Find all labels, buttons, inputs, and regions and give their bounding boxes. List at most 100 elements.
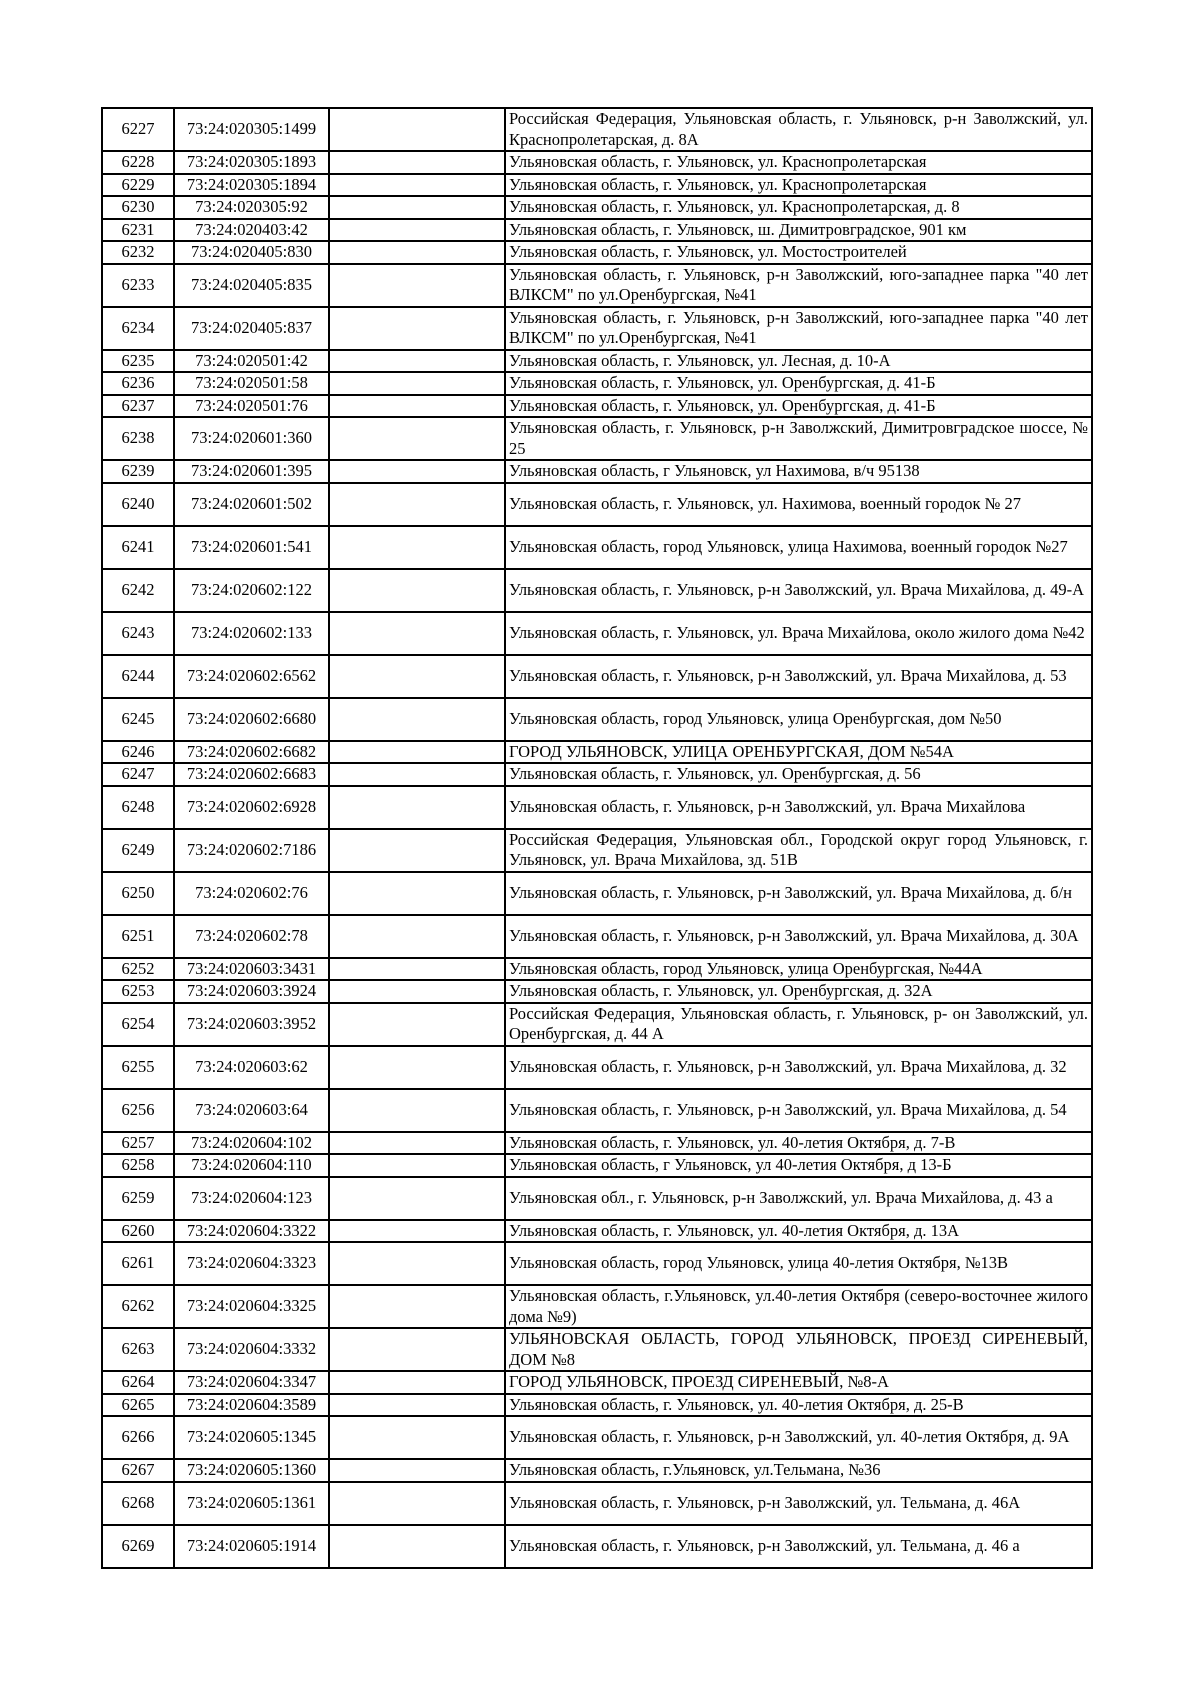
row-number-cell: 6230 <box>101 195 175 220</box>
row-number-cell: 6227 <box>101 107 175 152</box>
address-cell: Ульяновская область, г. Ульяновск, р-н З… <box>504 870 1093 916</box>
row-number-cell: 6237 <box>101 393 175 418</box>
table-row: 6269 73:24:020605:1914 Ульяновская область… <box>101 1523 1093 1569</box>
empty-cell <box>328 739 506 764</box>
row-number-cell: 6249 <box>101 827 175 873</box>
cadastral-number-cell: 73:24:020602:7186 <box>173 827 330 873</box>
address-cell: УЛЬЯНОВСКАЯ ОБЛАСТЬ, ГОРОД УЛЬЯНОВСК, ПР… <box>504 1327 1093 1372</box>
address-cell: Ульяновская область, г. Ульяновск, р-н З… <box>504 1044 1093 1090</box>
row-number-cell: 6250 <box>101 870 175 916</box>
address-cell: Ульяновская область, г. Ульяновск, р-н З… <box>504 1523 1093 1569</box>
row-number-cell: 6252 <box>101 956 175 981</box>
cadastral-number-cell: 73:24:020604:3322 <box>173 1218 330 1243</box>
address-cell: Ульяновская область, г. Ульяновск, ул. Л… <box>504 348 1093 373</box>
empty-cell <box>328 696 506 742</box>
cadastral-number-cell: 73:24:020605:1914 <box>173 1523 330 1569</box>
table-row: 6244 73:24:020602:6562 Ульяновская область… <box>101 653 1093 699</box>
row-number-cell: 6231 <box>101 217 175 242</box>
table-row: 6251 73:24:020602:78 Ульяновская область, … <box>101 913 1093 959</box>
empty-cell <box>328 1087 506 1133</box>
row-number-cell: 6269 <box>101 1523 175 1569</box>
empty-cell <box>328 1284 506 1329</box>
table-row: 6243 73:24:020602:133 Ульяновская область,… <box>101 610 1093 656</box>
table-row: 6258 73:24:020604:110 Ульяновская область,… <box>101 1153 1093 1178</box>
empty-cell <box>328 262 506 308</box>
empty-cell <box>328 567 506 613</box>
table-row: 6264 73:24:020604:3347 ГОРОД УЛЬЯНОВСК, ПР… <box>101 1370 1093 1395</box>
address-cell: Ульяновская область, г. Ульяновск, ул. О… <box>504 393 1093 418</box>
empty-cell <box>328 1523 506 1569</box>
row-number-cell: 6255 <box>101 1044 175 1090</box>
row-number-cell: 6256 <box>101 1087 175 1133</box>
row-number-cell: 6243 <box>101 610 175 656</box>
table-row: 6235 73:24:020501:42 Ульяновская область, … <box>101 348 1093 373</box>
empty-cell <box>328 653 506 699</box>
row-number-cell: 6246 <box>101 739 175 764</box>
cadastral-number-cell: 73:24:020602:6928 <box>173 784 330 830</box>
empty-cell <box>328 416 506 461</box>
address-cell: Ульяновская область, г. Ульяновск, р-н З… <box>504 1415 1093 1460</box>
row-number-cell: 6266 <box>101 1415 175 1460</box>
table-row: 6263 73:24:020604:3332 УЛЬЯНОВСКАЯ ОБЛАСТЬ… <box>101 1327 1093 1372</box>
row-number-cell: 6261 <box>101 1241 175 1286</box>
row-number-cell: 6245 <box>101 696 175 742</box>
cadastral-number-cell: 73:24:020501:58 <box>173 371 330 396</box>
empty-cell <box>328 1218 506 1243</box>
row-number-cell: 6228 <box>101 150 175 175</box>
empty-cell <box>328 305 506 351</box>
empty-cell <box>328 195 506 220</box>
cadastral-number-cell: 73:24:020602:6562 <box>173 653 330 699</box>
row-number-cell: 6251 <box>101 913 175 959</box>
empty-cell <box>328 870 506 916</box>
row-number-cell: 6247 <box>101 762 175 787</box>
empty-cell <box>328 913 506 959</box>
cadastral-number-cell: 73:24:020604:102 <box>173 1130 330 1155</box>
table-row: 6257 73:24:020604:102 Ульяновская область,… <box>101 1130 1093 1155</box>
cadastral-number-cell: 73:24:020604:123 <box>173 1175 330 1221</box>
address-cell: Российская Федерация, Ульяновская област… <box>504 107 1093 152</box>
cadastral-number-cell: 73:24:020601:502 <box>173 481 330 527</box>
table-row: 6234 73:24:020405:837 Ульяновская область,… <box>101 305 1093 351</box>
table-row: 6232 73:24:020405:830 Ульяновская область,… <box>101 240 1093 265</box>
row-number-cell: 6240 <box>101 481 175 527</box>
empty-cell <box>328 107 506 152</box>
table-row: 6236 73:24:020501:58 Ульяновская область, … <box>101 371 1093 396</box>
cadastral-number-cell: 73:24:020405:835 <box>173 262 330 308</box>
cadastral-number-cell: 73:24:020305:1499 <box>173 107 330 152</box>
cadastral-number-cell: 73:24:020603:64 <box>173 1087 330 1133</box>
empty-cell <box>328 172 506 197</box>
cadastral-number-cell: 73:24:020305:92 <box>173 195 330 220</box>
cadastral-number-cell: 73:24:020601:541 <box>173 524 330 570</box>
table-row: 6268 73:24:020605:1361 Ульяновская область… <box>101 1480 1093 1526</box>
table-row: 6250 73:24:020602:76 Ульяновская область, … <box>101 870 1093 916</box>
table-row: 6261 73:24:020604:3323 Ульяновская область… <box>101 1241 1093 1286</box>
empty-cell <box>328 1458 506 1483</box>
empty-cell <box>328 784 506 830</box>
address-cell: Ульяновская область, г. Ульяновск, ул. О… <box>504 371 1093 396</box>
cadastral-number-cell: 73:24:020602:78 <box>173 913 330 959</box>
table-row: 6245 73:24:020602:6680 Ульяновская область… <box>101 696 1093 742</box>
table-row: 6242 73:24:020602:122 Ульяновская область,… <box>101 567 1093 613</box>
row-number-cell: 6229 <box>101 172 175 197</box>
cadastral-number-cell: 73:24:020604:3323 <box>173 1241 330 1286</box>
row-number-cell: 6234 <box>101 305 175 351</box>
row-number-cell: 6233 <box>101 262 175 308</box>
cadastral-number-cell: 73:24:020603:3431 <box>173 956 330 981</box>
address-cell: Ульяновская область, г. Ульяновск, ул. 4… <box>504 1218 1093 1243</box>
address-cell: Ульяновская область, г. Ульяновск, ул. В… <box>504 610 1093 656</box>
address-cell: Российская Федерация, Ульяновская област… <box>504 1001 1093 1047</box>
empty-cell <box>328 1153 506 1178</box>
row-number-cell: 6257 <box>101 1130 175 1155</box>
row-number-cell: 6263 <box>101 1327 175 1372</box>
empty-cell <box>328 1370 506 1395</box>
empty-cell <box>328 150 506 175</box>
empty-cell <box>328 393 506 418</box>
address-cell: Ульяновская область, город Ульяновск, ул… <box>504 956 1093 981</box>
table-row: 6262 73:24:020604:3325 Ульяновская область… <box>101 1284 1093 1329</box>
table-row: 6254 73:24:020603:3952 Российская Федераци… <box>101 1001 1093 1047</box>
cadastral-number-cell: 73:24:020601:360 <box>173 416 330 461</box>
cadastral-number-cell: 73:24:020604:3325 <box>173 1284 330 1329</box>
cadastral-number-cell: 73:24:020305:1893 <box>173 150 330 175</box>
address-cell: ГОРОД УЛЬЯНОВСК, УЛИЦА ОРЕНБУРГСКАЯ, ДОМ… <box>504 739 1093 764</box>
empty-cell <box>328 979 506 1004</box>
